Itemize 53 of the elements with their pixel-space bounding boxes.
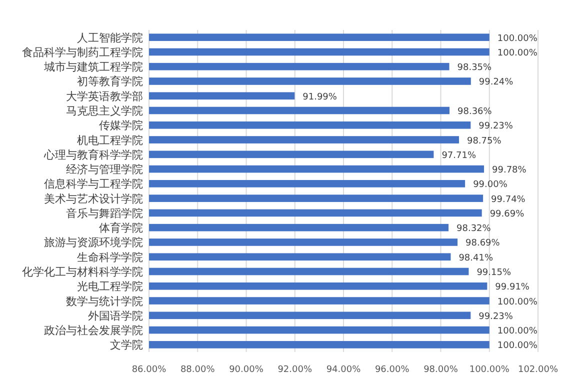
y-tick-label: 食品科学与制药工程学院 — [22, 46, 143, 59]
x-tick-label: 92.00% — [278, 365, 312, 375]
data-label: 98.75% — [466, 136, 502, 146]
y-tick-label: 传媒学院 — [99, 119, 143, 132]
y-tick-label: 文学院 — [110, 338, 143, 352]
y-tick-label: 光电工程学院 — [77, 280, 143, 294]
y-tick-label: 经济与管理学院 — [66, 163, 143, 176]
x-tick-label: 98.00% — [424, 365, 458, 375]
data-label: 99.23% — [478, 122, 514, 132]
x-tick-label: 96.00% — [374, 365, 410, 375]
data-label: 99.00% — [473, 180, 508, 190]
y-tick-label: 初等教育学院 — [77, 75, 143, 88]
y-tick-label: 外国语学院 — [88, 309, 143, 322]
data-label: 97.71% — [442, 150, 476, 161]
data-label: 100.00% — [497, 297, 538, 308]
y-tick-label: 旅游与资源环境学院 — [44, 236, 143, 250]
y-tick-label: 马克思主义学院 — [66, 104, 143, 118]
data-label: 99.24% — [478, 78, 514, 88]
data-label: 98.35% — [457, 63, 492, 74]
x-tick-label: 94.00% — [326, 365, 362, 375]
x-tick-label: 86.00% — [132, 365, 167, 375]
data-label: 99.91% — [495, 282, 530, 293]
y-tick-label: 政治与社会发展学院 — [44, 324, 143, 338]
data-label: 100.00% — [497, 48, 538, 58]
y-tick-label: 化学化工与材料科学学院 — [22, 266, 143, 278]
data-label: 98.69% — [466, 238, 500, 249]
data-label: 99.74% — [491, 194, 526, 205]
data-label: 98.32% — [456, 224, 492, 234]
data-label: 98.41% — [458, 253, 494, 264]
data-label: 99.15% — [476, 268, 512, 278]
data-label: 99.23% — [478, 312, 514, 322]
y-tick-label: 数学与统计学院 — [66, 294, 143, 308]
x-tick-label: 102.00% — [518, 365, 558, 375]
y-tick-label: 心理与教育科学学院 — [43, 148, 143, 162]
y-tick-label: 生命科学学院 — [77, 250, 143, 264]
data-label: 100.00% — [497, 326, 538, 337]
data-label: 98.36% — [458, 107, 492, 117]
data-label: 91.99% — [302, 92, 338, 102]
x-tick-label: 90.00% — [229, 365, 264, 375]
data-label: 100.00% — [497, 34, 538, 44]
y-tick-label: 人工智能学院 — [77, 31, 143, 44]
data-label: 99.69% — [490, 209, 525, 220]
x-tick-label: 100.00% — [469, 365, 510, 375]
data-label: 100.00% — [497, 341, 538, 352]
y-tick-label: 城市与建筑工程学院 — [43, 60, 143, 74]
data-label: 99.78% — [492, 166, 527, 176]
y-tick-label: 美术与艺术设计学院 — [44, 192, 143, 206]
y-tick-label: 信息科学与工程学院 — [44, 178, 143, 191]
y-tick-label: 体育学院 — [99, 222, 143, 235]
y-tick-label: 音乐与舞蹈学院 — [66, 206, 143, 220]
x-tick-label: 88.00% — [180, 365, 216, 375]
y-tick-label: 机电工程学院 — [77, 134, 143, 147]
y-tick-label: 大学英语教学部 — [66, 90, 143, 103]
